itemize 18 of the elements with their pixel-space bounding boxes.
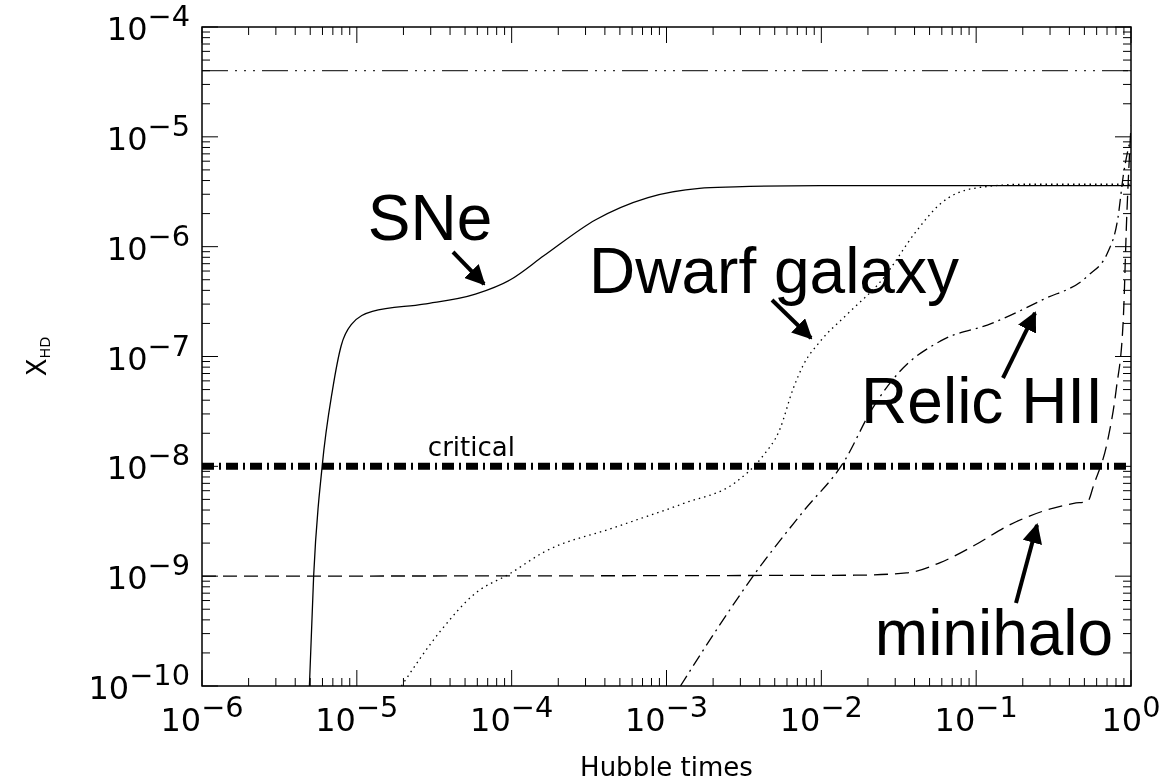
y-tick-label: 10$^{−7}$ <box>106 328 190 378</box>
annotation: Relic HII <box>861 365 1103 437</box>
x-axis-title: Hubble times <box>580 752 753 782</box>
y-tick-label: 10$^{−5}$ <box>106 108 190 158</box>
x-tick-label: 10$^{−1}$ <box>934 689 1018 739</box>
y-tick-label: 10$^{−8}$ <box>106 437 190 488</box>
y-tick-label: 10$^{−4}$ <box>106 0 190 48</box>
x-tick-label: 10$^{−5}$ <box>315 689 399 739</box>
x-tick-label: 10$^{−3}$ <box>624 689 709 739</box>
x-tick-label: 10$^{−4}$ <box>470 689 554 739</box>
y-tick-label: 10$^{−9}$ <box>106 547 190 598</box>
x-tick-label: 10$^{−2}$ <box>779 689 863 739</box>
x-tick-label: 10$^{0}$ <box>1101 689 1161 739</box>
ref-line-label: critical <box>427 432 515 463</box>
annotation: SNe <box>367 182 493 254</box>
annotation: minihalo <box>874 597 1114 669</box>
y-tick-label: 10$^{−6}$ <box>106 218 190 268</box>
annotation: Dwarf galaxy <box>589 235 959 307</box>
